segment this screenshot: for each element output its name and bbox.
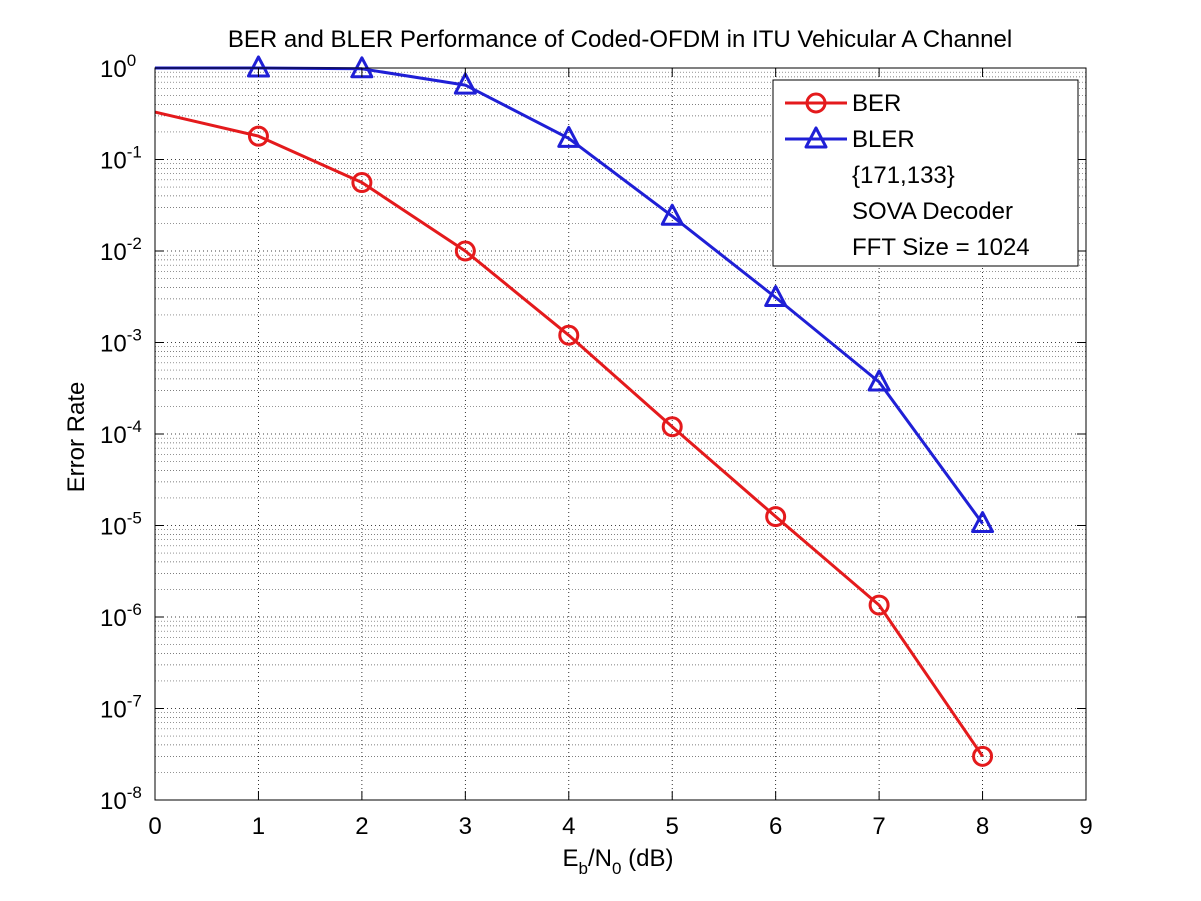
y-axis-ticks: 10-8 10-7 10-6 10-5 10-4 10-3 10-2 10-1 100: [100, 51, 1086, 815]
x-tick-label: 5: [666, 813, 679, 840]
x-axis-label-mid: /N: [588, 845, 612, 872]
y-tick-label: 100: [100, 51, 136, 83]
y-tick-label: 10-7: [100, 692, 142, 724]
x-tick-label: 1: [252, 813, 265, 840]
legend-note-fft: FFT Size = 1024: [852, 234, 1030, 261]
y-tick-label: 10-6: [100, 600, 142, 632]
ber-point: [454, 240, 476, 262]
legend-ber-marker: [805, 92, 827, 114]
ber-point: [558, 324, 580, 346]
bler-point: [453, 72, 477, 95]
x-tick-label: 3: [459, 813, 472, 840]
legend-note-code: {171,133}: [852, 162, 955, 189]
y-tick-label: 10-5: [100, 509, 142, 541]
legend-bler-marker: [804, 126, 828, 149]
bler-point: [764, 285, 788, 308]
ber-point: [972, 745, 994, 767]
ber-point: [247, 125, 269, 147]
bler-point: [557, 125, 581, 148]
x-tick-label: 6: [769, 813, 782, 840]
x-axis-label-sub2: 0: [612, 859, 621, 878]
x-tick-label: 9: [1079, 813, 1092, 840]
x-tick-label: 2: [355, 813, 368, 840]
legend: BER BLER {171,133} SOVA Decoder FFT Size…: [772, 79, 1079, 267]
legend-box: [772, 79, 1079, 267]
bler-point: [867, 369, 891, 392]
bler-point: [971, 511, 995, 534]
x-axis-label-main: E: [563, 845, 579, 872]
ber-series-line: [154, 110, 984, 758]
x-axis-ticks: 0 1 2 3 4 5 6 7 8 9: [148, 68, 1093, 840]
legend-bler-label: BLER: [852, 126, 915, 153]
x-tick-label: 8: [976, 813, 989, 840]
y-tick-label: 10-3: [100, 326, 142, 358]
x-axis-label: Eb/N0 (dB): [563, 845, 674, 878]
y-axis-label: Error Rate: [63, 382, 90, 493]
y-tick-label: 10-4: [100, 417, 142, 449]
x-tick-label: 7: [872, 813, 885, 840]
bler-point: [660, 203, 684, 226]
y-tick-label: 10-2: [100, 234, 142, 266]
ber-point: [868, 594, 890, 616]
chart-title: BER and BLER Performance of Coded-OFDM i…: [228, 26, 1012, 53]
y-tick-label: 10-1: [100, 143, 142, 175]
minor-grid: [155, 71, 1086, 773]
x-axis-label-tail: (dB): [621, 845, 673, 872]
ber-point: [661, 416, 683, 438]
legend-ber-label: BER: [852, 90, 901, 117]
x-axis-label-sub1: b: [579, 859, 588, 878]
x-tick-label: 0: [148, 813, 161, 840]
ber-point: [765, 506, 787, 528]
y-tick-label: 10-8: [100, 783, 142, 815]
ber-point: [351, 172, 373, 194]
legend-note-decoder: SOVA Decoder: [852, 198, 1013, 225]
x-tick-label: 4: [562, 813, 575, 840]
